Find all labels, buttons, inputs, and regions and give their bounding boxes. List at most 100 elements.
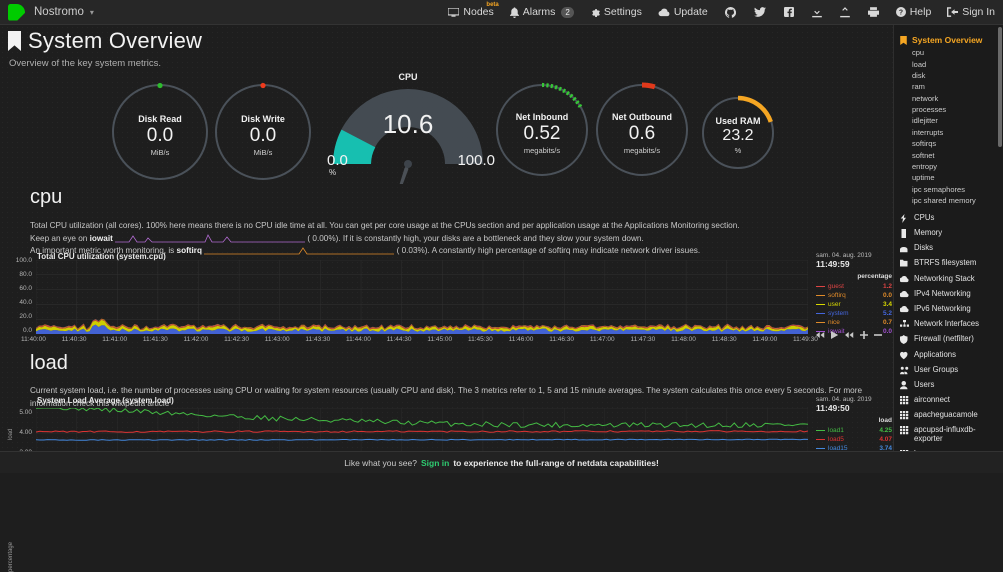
- gauge-used-ram[interactable]: Used RAM 23.2 %: [699, 94, 777, 172]
- cpu-p2-post: ). If it is constantly high, your disks …: [336, 234, 644, 243]
- rewind-icon[interactable]: [816, 331, 825, 339]
- sidebar-item-memory[interactable]: Memory: [894, 225, 1003, 240]
- sidebar-subitem-ipc-semaphores[interactable]: ipc semaphores: [894, 184, 1003, 195]
- sidebar-item-apcupsd-influxdb-exporter[interactable]: apcupsd-influxdb-exporter: [894, 423, 1003, 446]
- sidebar-subitem-cpu[interactable]: cpu: [894, 47, 1003, 58]
- sidebar-scrollbar[interactable]: [998, 27, 1002, 147]
- sidebar-subitem-disk[interactable]: disk: [894, 70, 1003, 81]
- cpu-p2-value: 0.00%: [312, 234, 335, 243]
- sidebar-subitem-entropy[interactable]: entropy: [894, 161, 1003, 172]
- nav-export[interactable]: [831, 0, 859, 24]
- sidebar-item-airconnect[interactable]: airconnect: [894, 393, 1003, 408]
- nav-nodes[interactable]: Nodes beta: [440, 0, 501, 24]
- sidebar-subitem-load[interactable]: load: [894, 58, 1003, 69]
- nav-import[interactable]: [803, 0, 831, 24]
- sidebar-item-label: Firewall (netfilter): [914, 334, 974, 343]
- help-icon: ?: [896, 7, 906, 17]
- play-icon[interactable]: [831, 331, 839, 339]
- gauge-units: MiB/s: [108, 148, 212, 157]
- sidebar-subitem-network[interactable]: network: [894, 93, 1003, 104]
- alarms-count-badge: 2: [561, 7, 573, 18]
- shield-icon: [900, 335, 909, 344]
- sidebar-item-firewall-netfilter[interactable]: Firewall (netfilter): [894, 332, 1003, 347]
- sidebar-subitem-uptime[interactable]: uptime: [894, 172, 1003, 183]
- folder-icon: [900, 259, 909, 268]
- sidebar-item-users[interactable]: Users: [894, 377, 1003, 392]
- gauge-value: 0.0: [211, 124, 315, 148]
- zoom-in-icon[interactable]: [860, 331, 868, 339]
- load-chart-block[interactable]: System Load Average (system.load) load 5…: [0, 396, 893, 456]
- sidebar-subitem-idlejitter[interactable]: idlejitter: [894, 115, 1003, 126]
- sidebar-item-apacheguacamole[interactable]: apacheguacamole: [894, 408, 1003, 423]
- sidebar-subitem-ram[interactable]: ram: [894, 81, 1003, 92]
- nav-print[interactable]: [859, 0, 888, 24]
- forward-icon[interactable]: [845, 331, 854, 339]
- nav-facebook[interactable]: [775, 0, 803, 24]
- sidebar-item-applications[interactable]: Applications: [894, 347, 1003, 362]
- gauge-units: megabits/s: [492, 146, 592, 155]
- gauge-units: %: [699, 146, 777, 155]
- sidebar-item-ipv6-networking[interactable]: IPv6 Networking: [894, 301, 1003, 316]
- sidebar-item-label: apcupsd-influxdb-exporter: [914, 425, 997, 443]
- page-subtitle: Overview of the key system metrics.: [9, 58, 202, 69]
- nav-alarms[interactable]: Alarms 2: [502, 0, 582, 24]
- sidebar-item-disks[interactable]: Disks: [894, 241, 1003, 256]
- sidebar-subitem-softnet[interactable]: softnet: [894, 149, 1003, 160]
- gauge-net-outbound[interactable]: Net Outbound 0.6 megabits/s: [592, 80, 692, 180]
- nav-alarms-label: Alarms: [523, 6, 556, 18]
- sidebar-item-system-overview[interactable]: System Overview: [894, 33, 1003, 47]
- legend-unit: load: [816, 417, 892, 424]
- brand-name[interactable]: Nostromo: [34, 6, 84, 18]
- monitor-icon: [448, 8, 459, 17]
- cpu-ytick: 40.0: [2, 299, 32, 306]
- cpu-chart-block[interactable]: Total CPU utilization (system.cpu) perce…: [0, 252, 893, 347]
- cpu-chart-controls[interactable]: [816, 330, 904, 339]
- sidebar-subitem-interrupts[interactable]: interrupts: [894, 127, 1003, 138]
- cpu-xtick: 11:49:00: [752, 336, 777, 343]
- sidebar-item-label: airconnect: [914, 395, 950, 404]
- cpu-chart-plot[interactable]: [36, 260, 808, 334]
- nav-update[interactable]: Update: [650, 0, 716, 24]
- zoom-out-icon[interactable]: [874, 331, 882, 339]
- sidebar-item-networking-stack[interactable]: Networking Stack: [894, 271, 1003, 286]
- legend-series-value: 0.7: [883, 318, 892, 327]
- gauge-disk-read[interactable]: Disk Read 0.0 MiB/s: [108, 80, 212, 184]
- legend-series-value: 0.0: [883, 291, 892, 300]
- legend-series-value: 1.2: [883, 282, 892, 291]
- sidebar-item-cpus[interactable]: CPUs: [894, 210, 1003, 225]
- nav-help[interactable]: ? Help: [888, 0, 940, 24]
- gauge-label: Used RAM: [699, 116, 777, 126]
- sidebar-item-ipv4-networking[interactable]: IPv4 Networking: [894, 286, 1003, 301]
- sidebar-item-btrfs-filesystem[interactable]: BTRFS filesystem: [894, 256, 1003, 271]
- legend-date: sam. 04. aug. 2019: [816, 252, 892, 259]
- legend-date: sam. 04. aug. 2019: [816, 396, 892, 403]
- nav-twitter[interactable]: [745, 0, 775, 24]
- sidebar-item-network-interfaces[interactable]: Network Interfaces: [894, 317, 1003, 332]
- section-cpu-heading: cpu: [30, 186, 730, 209]
- nav-signin[interactable]: Sign In: [939, 0, 1003, 24]
- gauge-disk-write[interactable]: Disk Write 0.0 MiB/s: [211, 80, 315, 184]
- sidebar-subitem-softirqs[interactable]: softirqs: [894, 138, 1003, 149]
- sidebar-subitem-ipc-shared-memory[interactable]: ipc shared memory: [894, 195, 1003, 206]
- gauge-net-inbound[interactable]: Net Inbound 0.52 megabits/s: [492, 80, 592, 180]
- sidebar-item-user-groups[interactable]: User Groups: [894, 362, 1003, 377]
- nav-settings[interactable]: Settings: [582, 0, 650, 24]
- legend-series-name: load5: [828, 435, 879, 444]
- banner-signin-link[interactable]: Sign in: [421, 458, 449, 468]
- nav-github[interactable]: [716, 0, 745, 24]
- chevron-down-icon[interactable]: ▾: [90, 8, 94, 17]
- sidebar-subitem-processes[interactable]: processes: [894, 104, 1003, 115]
- gauge-cpu[interactable]: CPU 10.6 0.0 % 100.0: [313, 72, 503, 184]
